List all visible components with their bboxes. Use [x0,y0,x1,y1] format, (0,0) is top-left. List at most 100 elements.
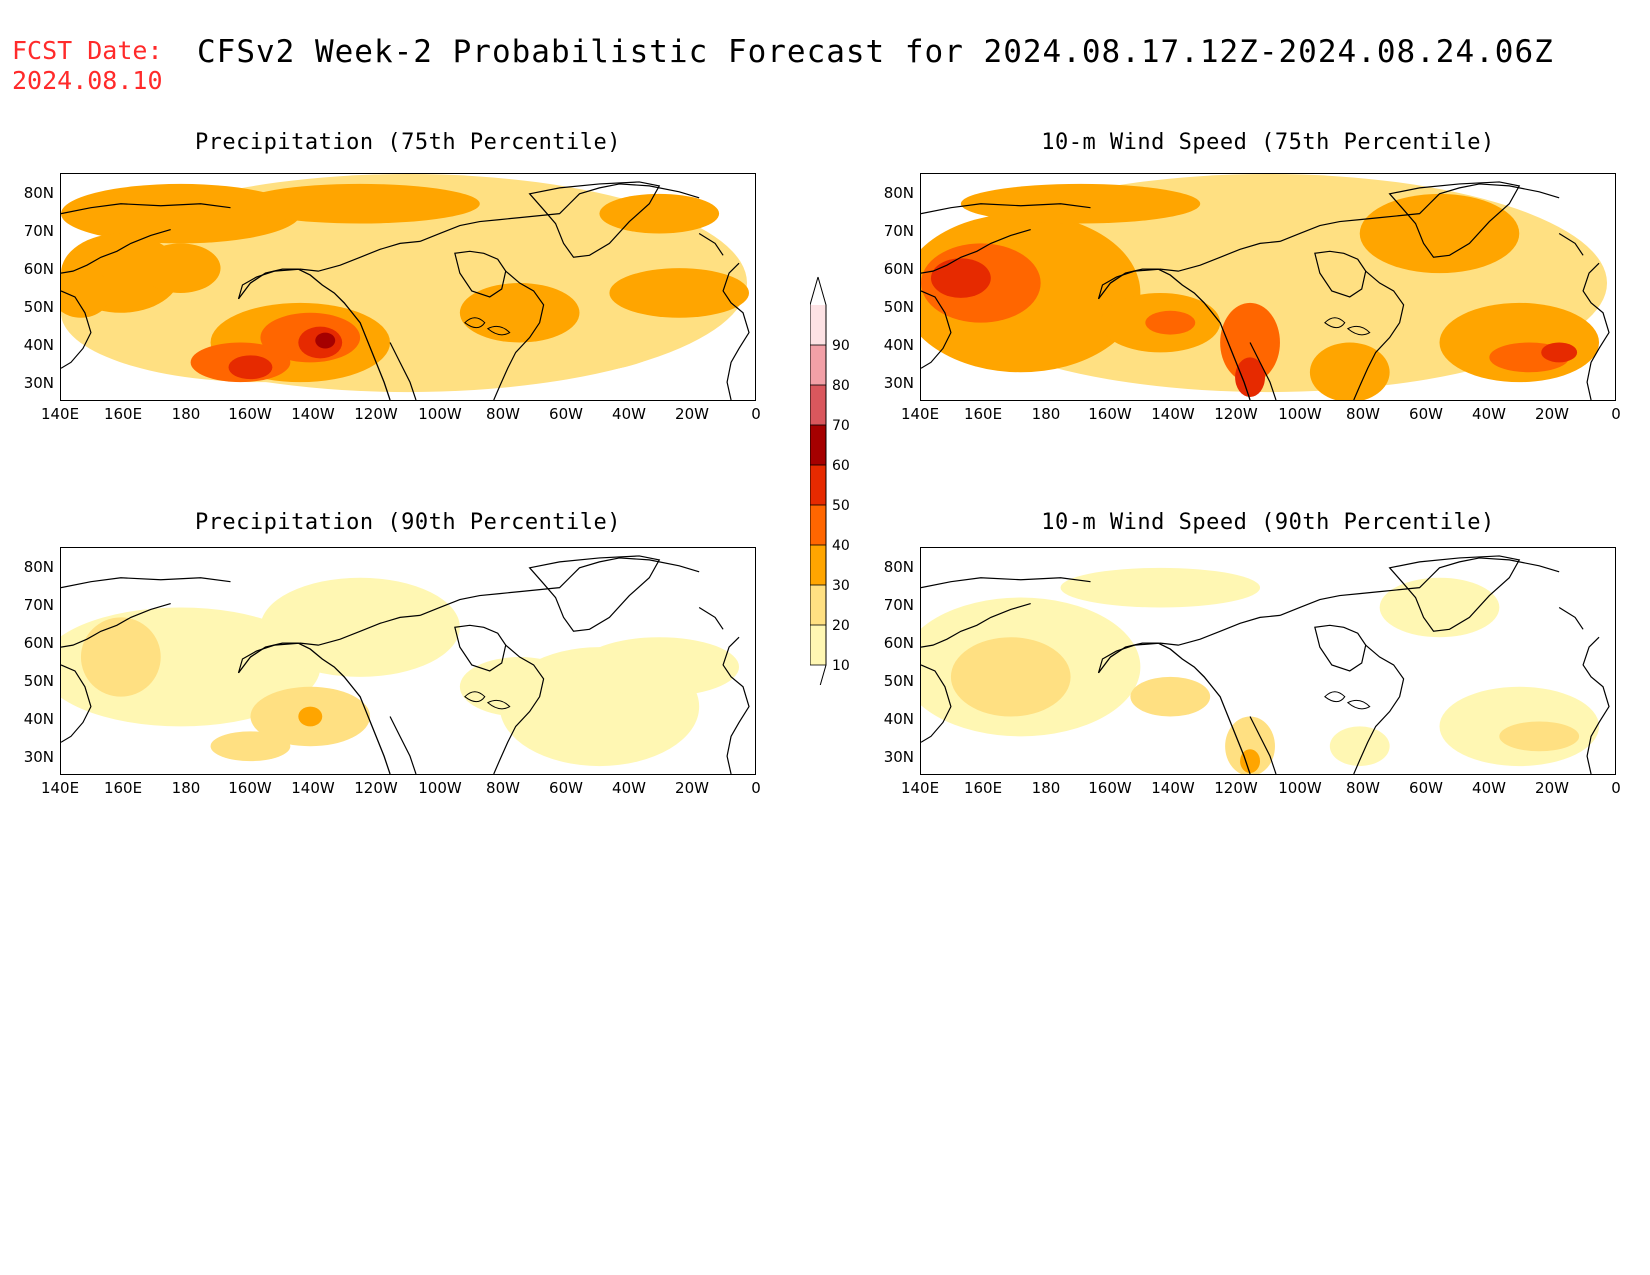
lon-tick-label: 40W [1472,779,1506,797]
lon-tick-label: 20W [675,779,709,797]
colorbar-label: 30 [832,578,850,594]
coastline [1314,250,1367,298]
probability-shading [140,243,221,293]
map-precip-90 [60,547,756,775]
coastline [454,624,507,672]
coastline [722,262,750,400]
lon-tick-label: 140W [291,405,335,423]
probability-shading [1060,567,1261,608]
probability-shading [1225,716,1275,774]
lon-tick-label: 40W [1472,405,1506,423]
lon-tick-label: 80W [1346,405,1380,423]
probability-shading [210,731,291,762]
lon-tick-label: 0 [1611,405,1621,423]
lat-tick-label: 40N [23,336,54,354]
coastline [486,699,511,710]
coastline [528,181,661,258]
lon-tick-label: 140E [40,405,80,423]
probability-shading [315,332,336,349]
coastline [389,716,417,774]
lat-tick-label: 50N [23,298,54,316]
map-svg [61,555,750,774]
probability-shading [260,577,460,677]
lat-tick-label: 70N [883,222,914,240]
probability-shading [228,355,273,380]
colorbar-swatch [810,505,826,545]
lat-tick-label: 70N [883,596,914,614]
lat-tick-label: 30N [883,748,914,766]
lat-tick-label: 40N [23,710,54,728]
colorbar-label: 60 [832,458,850,474]
colorbar-swatch [810,305,826,345]
lon-tick-label: 40W [612,405,646,423]
lon-tick-label: 180 [171,405,201,423]
colorbar-swatch [810,345,826,385]
map-svg [921,174,1610,400]
coastline [698,606,724,630]
map-wind-90 [920,547,1616,775]
coastline [419,183,700,242]
coastline [237,240,421,300]
lon-tick-label: 100W [418,405,462,423]
lon-tick-label: 80W [1346,779,1380,797]
coastline [237,614,421,674]
probability-shading [459,283,580,343]
coastline [61,290,92,369]
map-svg [61,174,750,400]
coastline [921,577,1091,589]
lon-tick-label: 0 [751,779,761,797]
probability-shading [1499,721,1580,752]
probability-shading [80,617,161,697]
colorbar: 10 20 30 40 50 60 70 80 90 [810,276,850,685]
coastline [1388,181,1521,258]
lat-tick-label: 60N [883,634,914,652]
lat-tick-label: 30N [23,748,54,766]
lon-tick-label: 60W [1409,779,1443,797]
lon-tick-label: 60W [1409,405,1443,423]
lat-tick-label: 70N [23,596,54,614]
probability-shading [240,183,480,224]
lon-tick-label: 160W [228,405,272,423]
lon-tick-label: 140E [40,779,80,797]
colorbar-swatch [810,465,826,505]
coastline [1097,614,1281,674]
lon-tick-label: 180 [171,779,201,797]
coastline [921,664,952,743]
panel-title-wind-90: 10-m Wind Speed (90th Percentile) [1041,510,1495,535]
lon-tick-label: 160E [103,779,143,797]
lat-tick-label: 30N [23,374,54,392]
coastline [61,228,171,274]
lon-tick-label: 20W [1535,405,1569,423]
map-svg [921,555,1610,774]
lon-tick-label: 160E [103,405,143,423]
colorbar-label: 20 [832,618,850,634]
probability-shading [1145,310,1196,335]
lon-tick-label: 140E [900,405,940,423]
fcst-date-value: 2024.08.10 [12,66,163,95]
colorbar-swatch [810,385,826,425]
probability-shading [609,268,750,318]
coastline [1346,699,1371,710]
coastline [698,232,724,256]
coastline [493,270,545,400]
probability-shading [599,193,720,234]
lat-tick-label: 80N [23,558,54,576]
probability-shading [1130,676,1211,717]
lat-tick-label: 60N [883,260,914,278]
coastline [1353,644,1405,774]
lon-tick-label: 160E [963,405,1003,423]
probability-shading [1541,342,1578,363]
lat-tick-label: 50N [23,672,54,690]
lon-tick-label: 160E [963,779,1003,797]
lat-tick-label: 80N [883,558,914,576]
probability-shading [579,637,740,697]
probability-shading [1235,357,1266,398]
probability-shading [459,657,580,717]
lon-tick-label: 120W [1214,779,1258,797]
lon-tick-label: 20W [1535,779,1569,797]
lat-tick-label: 80N [23,184,54,202]
coastline [1314,624,1367,672]
lon-tick-label: 100W [1278,779,1322,797]
coastline [921,203,1091,215]
coastline [722,636,750,774]
